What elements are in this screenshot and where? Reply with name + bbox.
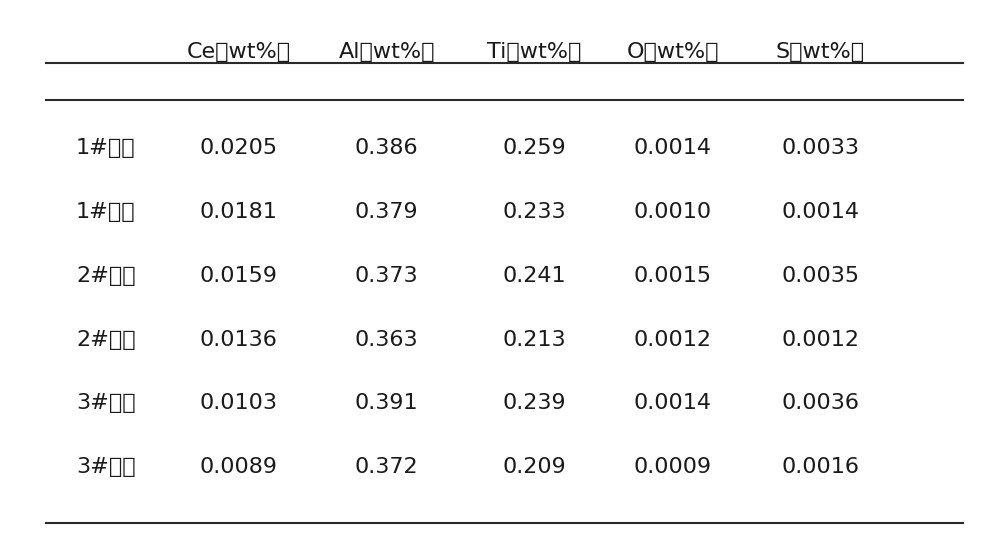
Text: 0.391: 0.391 — [355, 393, 418, 413]
Text: Ti（wt%）: Ti（wt%） — [487, 42, 582, 62]
Text: O（wt%）: O（wt%） — [626, 42, 719, 62]
Text: Ce（wt%）: Ce（wt%） — [187, 42, 291, 62]
Text: 0.363: 0.363 — [355, 330, 418, 349]
Text: 0.213: 0.213 — [503, 330, 566, 349]
Text: 0.0035: 0.0035 — [781, 266, 860, 286]
Text: 0.0205: 0.0205 — [200, 138, 278, 158]
Text: 0.209: 0.209 — [503, 457, 566, 477]
Text: 0.0016: 0.0016 — [781, 457, 859, 477]
Text: 0.0010: 0.0010 — [634, 202, 712, 222]
Text: 0.239: 0.239 — [503, 393, 566, 413]
Text: 0.372: 0.372 — [355, 457, 418, 477]
Text: 2#电极: 2#电极 — [76, 266, 136, 286]
Text: 0.373: 0.373 — [355, 266, 418, 286]
Text: 0.0033: 0.0033 — [781, 138, 859, 158]
Text: 0.241: 0.241 — [503, 266, 566, 286]
Text: S（wt%）: S（wt%） — [776, 42, 865, 62]
Text: 0.0159: 0.0159 — [200, 266, 278, 286]
Text: 0.233: 0.233 — [503, 202, 566, 222]
Text: 0.0181: 0.0181 — [200, 202, 278, 222]
Text: 0.0103: 0.0103 — [200, 393, 278, 413]
Text: 0.0012: 0.0012 — [634, 330, 712, 349]
Text: 0.259: 0.259 — [503, 138, 566, 158]
Text: 0.379: 0.379 — [355, 202, 418, 222]
Text: 2#铸锎: 2#铸锎 — [76, 330, 136, 349]
Text: 0.386: 0.386 — [355, 138, 418, 158]
Text: 1#电极: 1#电极 — [76, 138, 136, 158]
Text: 0.0089: 0.0089 — [200, 457, 278, 477]
Text: 0.0014: 0.0014 — [634, 138, 712, 158]
Text: 0.0014: 0.0014 — [634, 393, 712, 413]
Text: 0.0015: 0.0015 — [634, 266, 712, 286]
Text: 0.0136: 0.0136 — [200, 330, 278, 349]
Text: 1#铸锎: 1#铸锎 — [76, 202, 136, 222]
Text: Al（wt%）: Al（wt%） — [338, 42, 435, 62]
Text: 3#铸锎: 3#铸锎 — [76, 457, 136, 477]
Text: 0.0014: 0.0014 — [781, 202, 859, 222]
Text: 0.0009: 0.0009 — [634, 457, 712, 477]
Text: 0.0012: 0.0012 — [781, 330, 859, 349]
Text: 0.0036: 0.0036 — [781, 393, 859, 413]
Text: 3#电极: 3#电极 — [76, 393, 136, 413]
